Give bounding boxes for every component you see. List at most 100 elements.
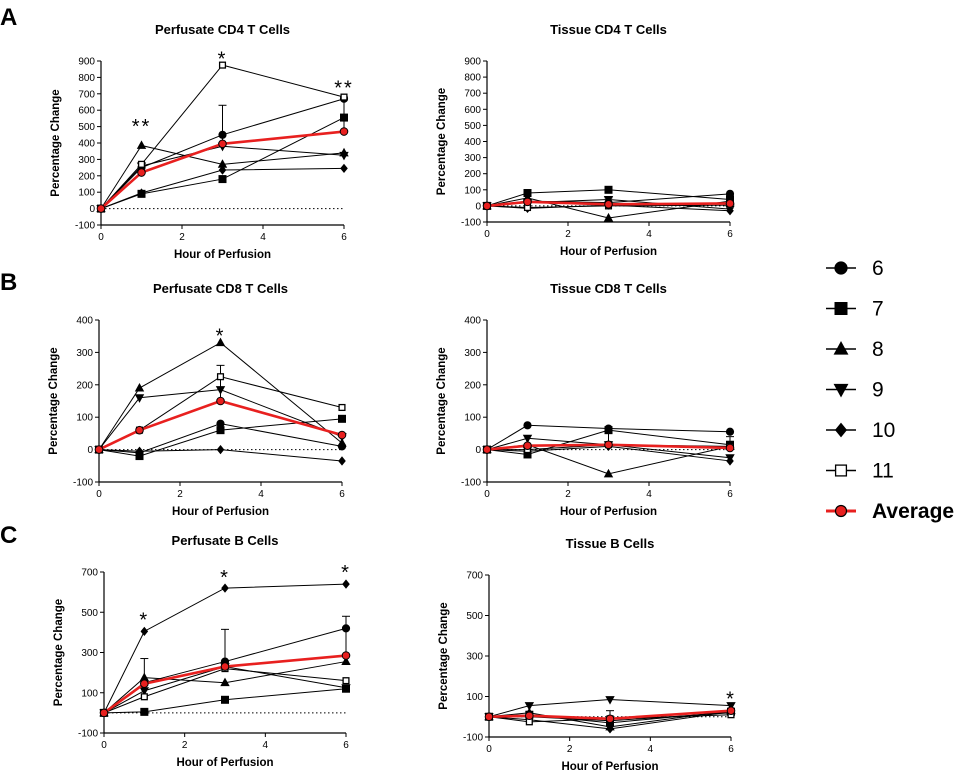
chart-5: Tissue B Cells -100 100 300 500 700 0 2 4 6 Hour o…: [438, 536, 736, 773]
series-line-6: [486, 424, 731, 451]
data-point-10: [340, 163, 348, 174]
significance-annotation: *: [341, 562, 351, 584]
y-tick-label: 0: [475, 445, 481, 456]
data-point-10: [606, 724, 614, 734]
data-point-average: [604, 440, 613, 450]
y-axis-label: Percentage Change: [48, 347, 60, 454]
charts-group: Perfusate CD4 T Cells-100010020030040050…: [48, 22, 736, 773]
y-tick-label: 100: [466, 692, 483, 703]
data-point-average: [341, 651, 351, 660]
series-line-7: [103, 688, 347, 714]
series-line-average: [100, 130, 345, 210]
legend-label: 11: [872, 460, 894, 483]
x-tick-label: 0: [486, 744, 492, 755]
significance-annotation: *: [218, 49, 228, 71]
chart-1: Tissue CD4 T Cells-100010020030040050060…: [436, 22, 735, 258]
series-line-11: [488, 714, 732, 723]
legend-label: 9: [872, 379, 884, 402]
data-point-9: [339, 151, 349, 161]
legend-label: 10: [872, 419, 895, 442]
data-point-6: [218, 130, 227, 139]
y-tick-label: 300: [81, 648, 98, 659]
chart-title: Tissue B Cells: [566, 536, 655, 551]
data-point-average: [96, 204, 106, 213]
data-point-9: [603, 195, 614, 205]
x-tick-label: 2: [177, 489, 183, 500]
y-tick-label: 800: [464, 73, 481, 84]
data-point-7: [338, 414, 346, 423]
x-axis-label: Hour of Perfusion: [174, 249, 271, 261]
data-point-average: [216, 396, 225, 406]
data-point-10: [726, 456, 734, 466]
y-axis-label: Percentage Change: [438, 602, 450, 709]
y-axis-label: Percentage Change: [53, 599, 65, 706]
data-point-10: [221, 583, 229, 593]
y-tick-label: 700: [464, 89, 481, 100]
series-line-average: [486, 443, 731, 451]
y-axis-label: Percentage Change: [436, 347, 448, 454]
y-tick-label: 300: [76, 348, 93, 359]
panel-letter-b: B: [0, 269, 17, 296]
x-tick-label: 6: [339, 489, 345, 500]
y-tick-label: 500: [81, 608, 98, 619]
data-point-average: [482, 201, 492, 211]
y-tick-label: 200: [464, 380, 481, 391]
y-tick-label: 100: [464, 413, 481, 424]
x-tick-label: 2: [565, 229, 571, 240]
y-tick-label: 300: [464, 153, 481, 164]
series-line-11: [486, 204, 731, 209]
series-line-10: [103, 583, 347, 714]
panel-letter-c: C: [0, 522, 17, 549]
series-line-9: [100, 145, 345, 209]
data-point-10: [137, 188, 146, 198]
x-tick-label: 4: [260, 232, 266, 243]
y-tick-label: 300: [78, 155, 95, 166]
y-tick-label: 900: [464, 57, 481, 68]
series-line-7: [486, 429, 731, 455]
data-point-8: [220, 677, 230, 687]
data-point-average: [605, 714, 615, 724]
triangle-down-icon: [833, 383, 849, 398]
data-point-average: [484, 712, 494, 722]
data-point-7: [216, 426, 225, 435]
series-line-6: [98, 423, 343, 454]
legend-label: 6: [872, 257, 884, 280]
y-tick-label: 800: [78, 73, 95, 84]
x-axis-label: Hour of Perfusion: [560, 246, 657, 258]
y-tick-label: 600: [464, 105, 481, 116]
y-tick-label: 100: [464, 185, 481, 196]
series-line-8: [486, 197, 731, 219]
x-axis-label: Hour of Perfusion: [172, 506, 269, 518]
x-tick-label: 4: [258, 489, 264, 500]
legend-item-8: 8: [826, 338, 884, 361]
y-tick-label: -100: [73, 478, 93, 489]
data-point-8: [337, 438, 347, 447]
data-point-8: [603, 212, 614, 222]
series-line-average: [486, 200, 731, 208]
x-tick-label: 4: [263, 740, 269, 751]
legend-item-6: 6: [826, 257, 884, 280]
x-tick-label: 6: [727, 229, 733, 240]
series-line-10: [488, 711, 732, 730]
x-tick-label: 2: [182, 740, 188, 751]
y-tick-label: 100: [76, 413, 93, 424]
chart-title: Perfusate CD8 T Cells: [153, 281, 288, 296]
data-point-average: [137, 168, 146, 177]
chart-title: Perfusate B Cells: [172, 533, 279, 548]
data-point-6: [523, 421, 532, 430]
series-line-9: [98, 389, 343, 450]
series-line-10: [100, 167, 345, 210]
chart-title: Perfusate CD4 T Cells: [155, 22, 290, 37]
data-point-8: [215, 337, 226, 347]
data-point-6: [216, 419, 225, 428]
y-tick-label: 100: [78, 188, 95, 199]
y-axis-label: Percentage Change: [436, 88, 448, 195]
y-tick-label: 500: [466, 611, 483, 622]
legend-label: Average: [872, 500, 954, 523]
data-point-average: [135, 425, 144, 435]
data-point-7: [340, 113, 348, 122]
y-tick-label: 500: [78, 122, 95, 133]
series-line-7: [486, 189, 731, 207]
y-tick-label: 700: [81, 568, 98, 579]
